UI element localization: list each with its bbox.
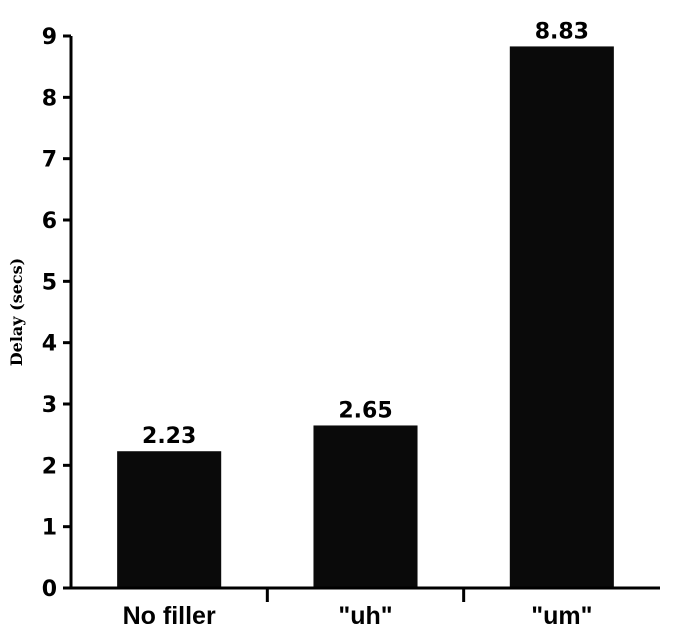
bar-value-label: 8.83 [535, 19, 589, 44]
x-ticks-group: No filler "uh" "um" [123, 588, 592, 630]
y-tick-label: 2 [42, 454, 57, 479]
data-labels-group: 2.23 2.65 8.83 [142, 19, 589, 449]
y-tick-label: 4 [42, 332, 57, 357]
axes-group [69, 36, 660, 590]
y-tick-label: 8 [42, 86, 57, 111]
y-tick-label: 3 [42, 393, 57, 418]
x-category-label: No filler [123, 602, 216, 630]
bar-value-label: 2.23 [142, 424, 196, 449]
bars-group [117, 46, 614, 589]
x-category-label: "um" [531, 602, 592, 630]
bar [313, 425, 418, 588]
y-tick-label: 1 [42, 516, 57, 541]
y-tick-label: 5 [42, 270, 57, 295]
y-axis-title: Delay (secs) [7, 258, 26, 366]
y-tick-label: 9 [42, 25, 57, 50]
x-category-label: "uh" [338, 602, 392, 630]
bar-value-label: 2.65 [338, 398, 392, 423]
y-tick-label: 0 [42, 577, 57, 602]
bar [509, 46, 614, 589]
y-ticks-group: 0 1 2 3 4 5 6 7 8 9 [42, 25, 71, 602]
y-tick-label: 7 [42, 148, 57, 173]
y-tick-label: 6 [42, 209, 57, 234]
bar [117, 451, 222, 588]
